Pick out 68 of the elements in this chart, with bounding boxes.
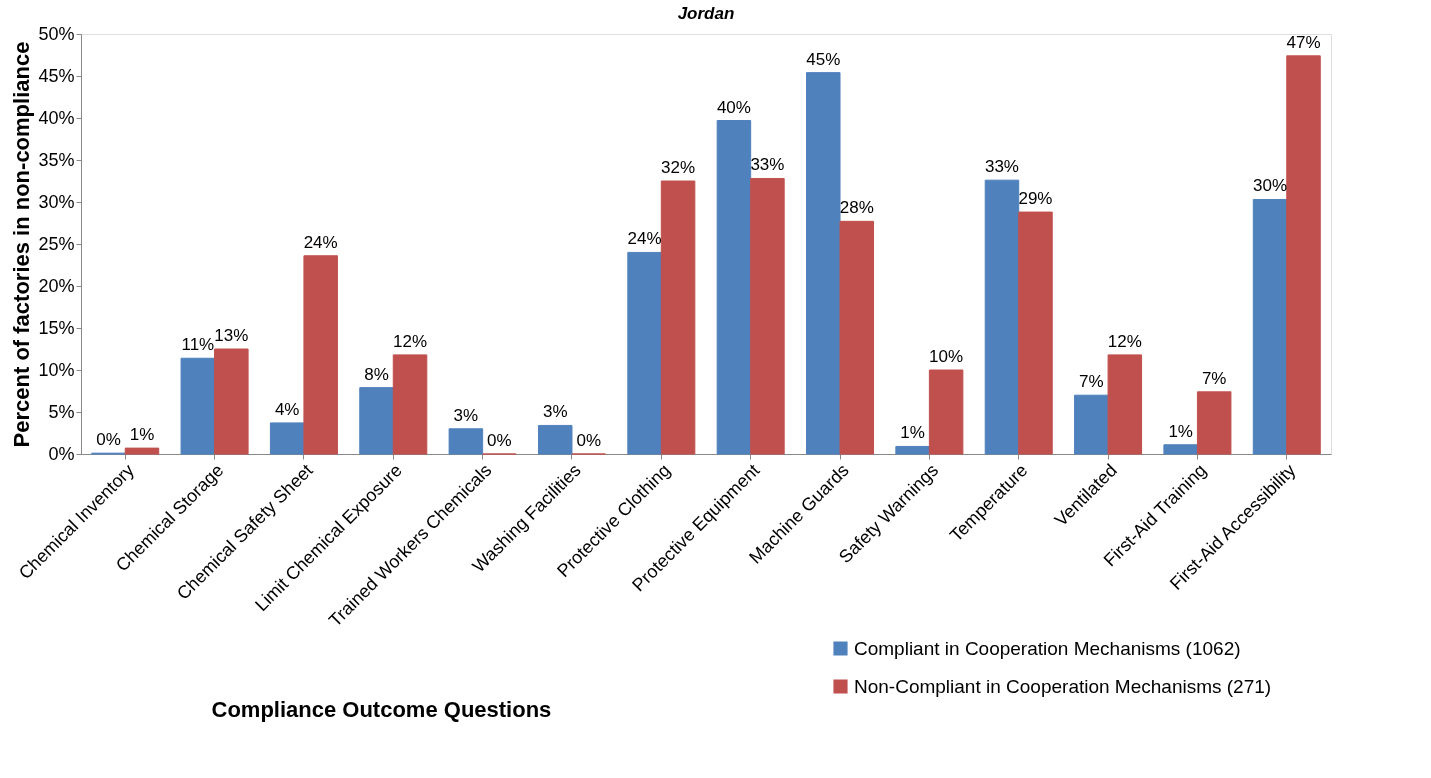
legend-label: Compliant in Cooperation Mechanisms (1062) [854, 637, 1241, 659]
bar [180, 357, 216, 455]
data-label: 1% [1168, 421, 1193, 441]
bar [839, 220, 875, 455]
data-label: 0% [487, 431, 512, 450]
data-label: 28% [839, 198, 874, 218]
bar [537, 424, 573, 455]
data-label: 10% [929, 347, 964, 366]
y-tick-label: 25% [38, 233, 75, 254]
data-label: 11% [181, 335, 215, 355]
data-label: 12% [1107, 331, 1142, 351]
bar [448, 428, 484, 455]
y-tick-label: 15% [38, 317, 75, 338]
data-label: 3% [542, 402, 568, 422]
bar [1196, 391, 1232, 455]
bar [1163, 444, 1198, 455]
data-label: 1% [129, 425, 155, 445]
y-tick-label: 30% [38, 191, 75, 212]
bar [124, 447, 160, 455]
data-label: 40% [716, 97, 751, 117]
data-label: 33% [750, 155, 785, 175]
y-tick-label: 50% [38, 23, 75, 44]
bar [660, 180, 696, 455]
data-label: 47% [1286, 32, 1321, 52]
y-tick-label: 40% [38, 107, 75, 128]
y-tick-label: 10% [38, 359, 75, 380]
data-label: 29% [1018, 189, 1053, 209]
y-tick-label: 5% [48, 401, 75, 422]
bar [984, 179, 1020, 455]
bar [806, 72, 841, 455]
bar [303, 255, 338, 455]
bar [627, 251, 662, 455]
data-label: 33% [984, 157, 1019, 177]
data-label: 13% [214, 326, 249, 345]
bar [1252, 198, 1288, 455]
x-axis-title: Compliance Outcome Questions [211, 696, 552, 722]
data-label: 4% [274, 399, 300, 419]
data-label: 0% [96, 430, 121, 450]
data-label: 0% [576, 431, 602, 450]
data-label: 8% [364, 364, 389, 384]
bar [1074, 394, 1109, 455]
data-label: 12% [393, 331, 428, 351]
bar [750, 177, 785, 455]
bar [359, 387, 394, 455]
legend-label: Non-Compliant in Cooperation Mechanisms (271) [854, 675, 1272, 697]
data-label: 24% [627, 229, 662, 249]
y-tick-label: 35% [38, 149, 75, 170]
bar [1018, 211, 1053, 455]
bar [269, 422, 305, 455]
data-label: 45% [806, 49, 841, 69]
data-label: 3% [453, 405, 479, 425]
data-label: 7% [1079, 372, 1104, 392]
bar [214, 348, 249, 455]
data-label: 1% [900, 423, 925, 443]
chart-title: Jordan [677, 4, 735, 23]
bar [716, 120, 752, 455]
bar [392, 354, 428, 455]
y-tick-label: 0% [48, 443, 75, 464]
y-tick-label: 45% [38, 65, 75, 86]
bar [1107, 354, 1143, 455]
data-label: 24% [303, 232, 338, 252]
y-tick-label: 20% [38, 275, 75, 296]
bar [895, 445, 930, 455]
data-label: 7% [1201, 368, 1227, 388]
data-label: 32% [661, 158, 696, 177]
bar [1286, 55, 1321, 455]
y-axis-title: Percent of factories in non-compliance [9, 41, 35, 448]
bar [928, 369, 964, 455]
